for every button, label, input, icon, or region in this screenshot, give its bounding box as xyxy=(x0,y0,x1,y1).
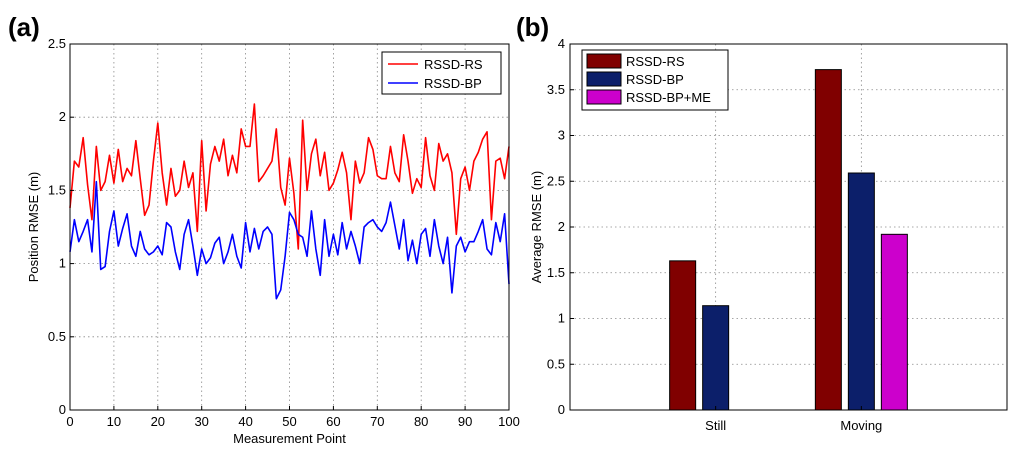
x-tick-label: 80 xyxy=(414,414,428,429)
bar-moving-rssd-bp-me xyxy=(880,233,908,411)
y-tick-label: 2.5 xyxy=(547,173,565,188)
bar-moving-rssd-rs xyxy=(814,69,842,411)
bar-still-rssd-rs xyxy=(669,260,697,411)
x-tick-label: 70 xyxy=(370,414,384,429)
panel-b-legend: RSSD-RS RSSD-BP RSSD-BP+ME xyxy=(581,49,729,111)
y-tick-label: 2 xyxy=(59,109,66,124)
panel-b-label: (b) xyxy=(516,12,549,42)
panel-a-legend: RSSD-RS RSSD-BP xyxy=(381,51,502,95)
x-tick-label: 20 xyxy=(151,414,165,429)
legend-label-rssd-rs: RSSD-RS xyxy=(626,54,685,69)
legend-label-rssd-bp-me: RSSD-BP+ME xyxy=(626,90,711,105)
y-tick-label: 4 xyxy=(558,36,565,51)
y-tick-label: 0 xyxy=(59,402,66,417)
legend-label-rssd-bp: RSSD-BP xyxy=(626,72,684,87)
y-tick-label: 0 xyxy=(558,402,565,417)
legend-swatch-rssd-bp xyxy=(586,71,622,87)
y-tick-label: 1 xyxy=(558,311,565,326)
panel-b-y-axis-label: Average RMSE (m) xyxy=(529,171,544,283)
panel-a-legend-box xyxy=(381,51,502,95)
bar-moving-rssd-bp xyxy=(847,172,875,411)
legend-label-rssd-rs: RSSD-RS xyxy=(424,57,483,72)
panel-b-x-ticks: Still Moving xyxy=(705,406,882,433)
legend-label-rssd-bp: RSSD-BP xyxy=(424,76,482,91)
panel-a-label: (a) xyxy=(8,12,40,42)
panel-b-bars-group xyxy=(669,69,908,411)
panel-a-y-axis-label: Position RMSE (m) xyxy=(26,172,41,283)
y-tick-label: 1 xyxy=(59,256,66,271)
panel-a-y-ticks: 0 0.5 1 1.5 2 2.5 xyxy=(48,36,74,417)
y-tick-label: 3 xyxy=(558,128,565,143)
x-tick-label: 10 xyxy=(107,414,121,429)
x-tick-label: 90 xyxy=(458,414,472,429)
legend-swatch-rssd-rs xyxy=(586,53,622,69)
series-line-rssd-bp xyxy=(69,180,510,300)
y-tick-label: 2 xyxy=(558,219,565,234)
panel-a-x-axis-label: Measurement Point xyxy=(233,431,346,446)
panel-b-y-ticks: 0 0.5 1 1.5 2 2.5 3 3.5 4 xyxy=(547,36,574,417)
panel-b-bar-chart: (b) Still Moving 0 0.5 1 1.5 2 2.5 3 3.5 4 Averag… xyxy=(516,12,1008,433)
panel-a-series-group xyxy=(69,103,510,300)
series-line-rssd-rs xyxy=(69,103,510,250)
x-tick-label: 30 xyxy=(194,414,208,429)
y-tick-label: 2.5 xyxy=(48,36,66,51)
legend-swatch-rssd-bp-me xyxy=(586,89,622,105)
x-tick-label: 60 xyxy=(326,414,340,429)
x-tick-label-still: Still xyxy=(705,418,726,433)
y-tick-label: 0.5 xyxy=(547,356,565,371)
y-tick-label: 0.5 xyxy=(48,329,66,344)
x-tick-label-moving: Moving xyxy=(840,418,882,433)
y-tick-label: 1.5 xyxy=(48,182,66,197)
y-tick-label: 3.5 xyxy=(547,82,565,97)
y-tick-label: 1.5 xyxy=(547,265,565,280)
panel-a-grid xyxy=(70,44,509,410)
x-tick-label: 100 xyxy=(498,414,520,429)
x-tick-label: 40 xyxy=(238,414,252,429)
bar-still-rssd-bp xyxy=(702,305,730,411)
x-tick-label: 50 xyxy=(282,414,296,429)
panel-a-x-ticks: 0 10 20 30 40 50 60 70 80 90 100 xyxy=(66,406,520,429)
panel-a-line-chart: (a) 0 10 20 30 40 50 60 70 80 90 100 00.511.522.5 … xyxy=(8,12,520,446)
x-tick-label: 0 xyxy=(66,414,73,429)
